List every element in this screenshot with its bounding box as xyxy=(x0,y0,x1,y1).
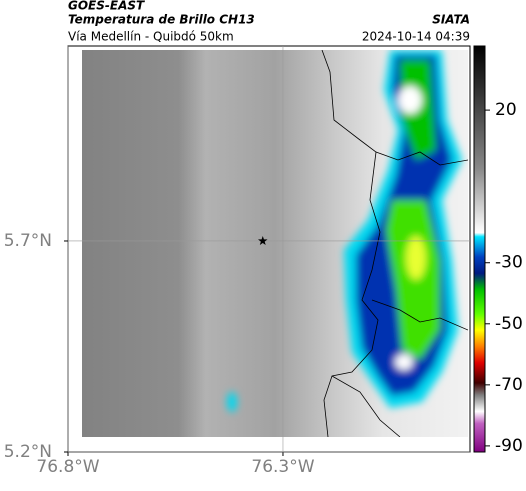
lat-tick-label: 5.2°N xyxy=(4,442,52,462)
colorbar-tick-label: -70 xyxy=(495,375,523,395)
colorbar-tick-label: -30 xyxy=(495,253,523,273)
colorbar-tick-label: 20 xyxy=(495,100,517,120)
source: SIATA xyxy=(432,13,470,27)
colorbar xyxy=(473,45,486,453)
subtitle: Temperatura de Brillo CH13 xyxy=(68,13,255,27)
lon-tick-label: 76.8°W xyxy=(36,457,99,477)
lon-tick-label: 76.3°W xyxy=(251,457,314,477)
lat-tick-label: 5.7°N xyxy=(4,231,52,251)
location-marker xyxy=(258,235,268,246)
title: GOES-EAST xyxy=(68,0,145,13)
colorbar-tick-label: -50 xyxy=(495,314,523,334)
region: Vía Medellín - Quibdó 50km xyxy=(68,30,234,44)
timestamp: 2024-10-14 04:39 xyxy=(362,30,470,44)
colorbar-tick-label: -90 xyxy=(495,436,523,456)
satellite-image xyxy=(82,50,468,437)
